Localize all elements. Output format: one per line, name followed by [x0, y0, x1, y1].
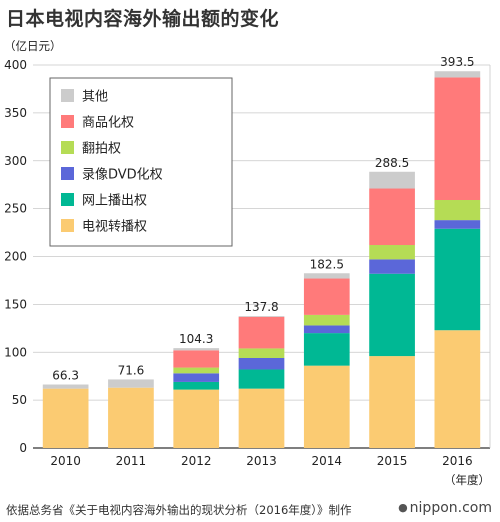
x-tick-label: 2014: [312, 454, 343, 468]
bar-segment: [434, 220, 481, 229]
legend-swatch: [61, 115, 74, 128]
bar-segment: [369, 245, 415, 260]
bar-segment: [434, 77, 481, 201]
bar-segment: [238, 388, 285, 448]
legend-label: 录像DVD化权: [82, 167, 163, 183]
x-tick-label: 2013: [246, 454, 277, 468]
legend-swatch: [61, 141, 74, 154]
y-unit-label: （亿日元）: [4, 39, 62, 53]
x-tick-label: 2015: [377, 454, 408, 468]
y-tick-label: 50: [12, 393, 27, 407]
x-tick-label: 2011: [116, 454, 147, 468]
legend-swatch: [61, 89, 74, 102]
bar-segment: [369, 356, 415, 448]
bar-segment: [303, 278, 350, 315]
legend-label: 网上播出权: [82, 193, 147, 209]
bar-segment: [173, 373, 220, 382]
bar-segment: [369, 171, 415, 189]
total-label: 137.8: [244, 300, 278, 314]
legend-label: 其他: [82, 90, 108, 105]
bar-segment: [173, 350, 220, 368]
bar-segment: [238, 357, 285, 370]
bar-segment: [238, 316, 285, 349]
bar-segment: [42, 384, 89, 389]
bar-segment: [434, 228, 481, 331]
y-tick-label: 0: [19, 441, 27, 455]
bar-segment: [434, 71, 481, 78]
total-label: 288.5: [375, 156, 409, 170]
x-tick-label: 2012: [181, 454, 212, 468]
legend-box: [49, 77, 233, 247]
bar-segment: [238, 369, 285, 389]
bar-segment: [303, 365, 350, 448]
bar-segment: [303, 273, 350, 279]
source-note: 依据总务省《关于电视内容海外输出的现状分析（2016年度）》制作: [6, 503, 352, 517]
bar-segment: [173, 367, 220, 374]
bar-segment: [238, 348, 285, 358]
y-tick-label: 400: [4, 58, 27, 72]
y-tick-label: 350: [4, 106, 27, 120]
stacked-bar-chart: （亿日元） 0 50 100 150 200 250 300 350 400 66.3 2010 71.…: [4, 39, 491, 487]
legend-label: 电视转播权: [82, 219, 147, 235]
bar-segment: [303, 314, 350, 326]
y-tick-label: 300: [4, 154, 27, 168]
bar-segment: [434, 200, 481, 221]
total-label: 393.5: [440, 55, 474, 69]
y-tick-label: 200: [4, 250, 27, 264]
bar-segment: [369, 259, 415, 274]
total-label: 71.6: [118, 363, 145, 377]
chart-title: 日本电视内容海外输出额的变化: [6, 8, 280, 30]
x-tick-label: 2010: [50, 454, 81, 468]
legend-label: 商品化权: [82, 115, 134, 131]
nippon-logo: ● nippon.com: [398, 500, 492, 516]
x-unit-label: （年度）: [444, 473, 490, 487]
legend-swatch: [61, 219, 74, 232]
total-label: 104.3: [179, 332, 213, 346]
bar-segment: [108, 379, 154, 388]
y-tick-label: 150: [4, 297, 27, 311]
bar-segment: [303, 333, 350, 366]
bar-segment: [173, 348, 220, 351]
bar-segment: [173, 381, 220, 390]
logo-mark-icon: ●: [398, 501, 408, 514]
bar-segment: [238, 316, 285, 317]
bar-segment: [173, 389, 220, 448]
legend-label: 翻拍权: [82, 141, 121, 157]
bar-segment: [108, 387, 154, 448]
bar-segment: [42, 388, 89, 448]
y-tick-label: 100: [4, 345, 27, 359]
x-tick-label: 2016: [442, 454, 473, 468]
logo-text: nippon.com: [409, 500, 492, 516]
bar-segment: [369, 273, 415, 357]
bar-segment: [434, 330, 481, 448]
y-tick-label: 250: [4, 202, 27, 216]
bar-segment: [303, 325, 350, 334]
total-label: 66.3: [52, 369, 79, 383]
bar-segment: [369, 188, 415, 246]
legend-swatch: [61, 167, 74, 180]
total-label: 182.5: [310, 257, 344, 271]
legend-swatch: [61, 193, 74, 206]
